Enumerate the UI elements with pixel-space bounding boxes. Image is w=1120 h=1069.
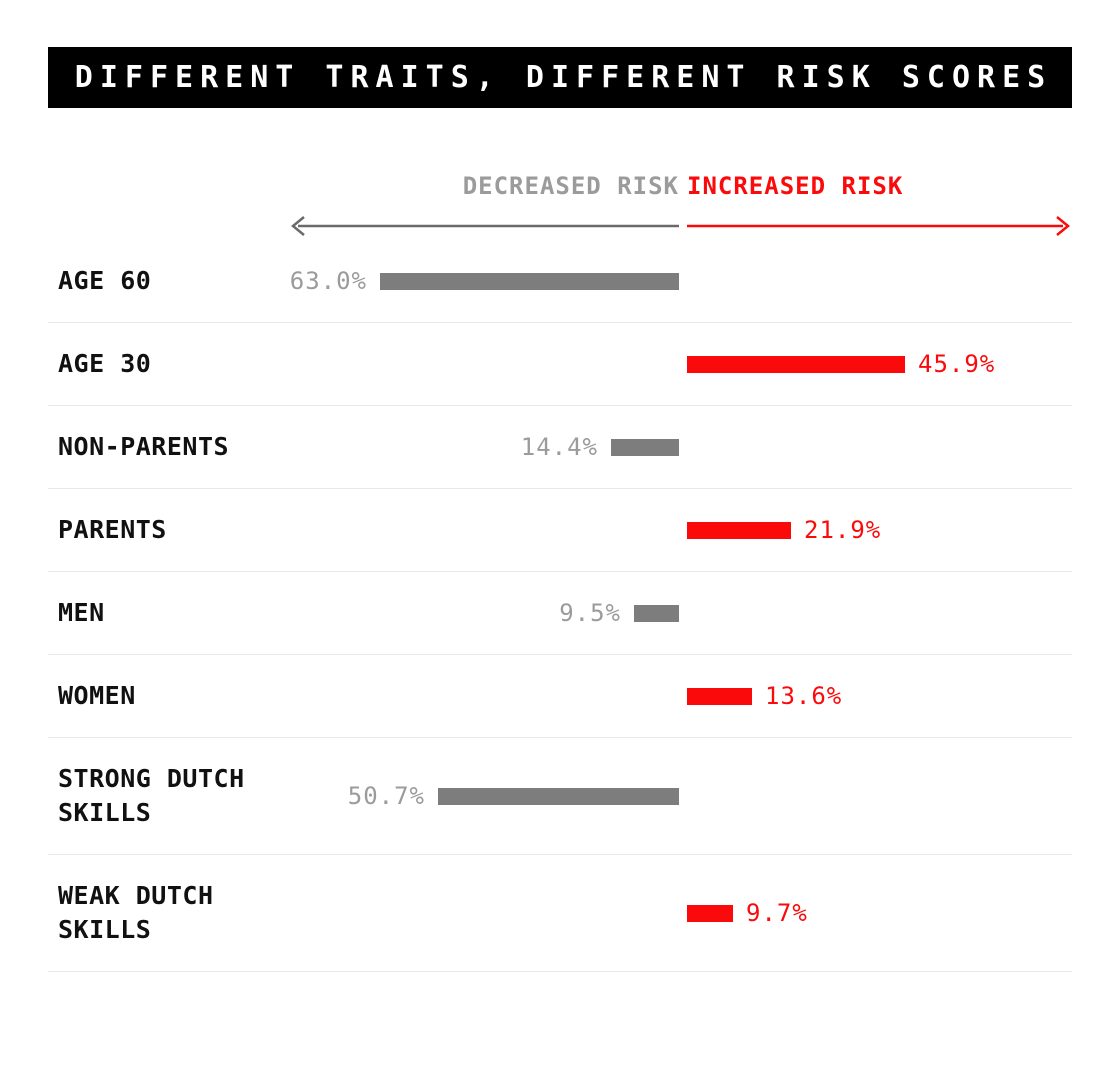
category-label: MEN <box>58 598 105 627</box>
increased-bar <box>687 687 752 705</box>
decreased-zone: 9.5% <box>278 599 679 627</box>
increased-zone: 45.9% <box>687 350 1072 378</box>
increased-value-label: 13.6% <box>765 682 843 710</box>
chart-row: AGE 60 63.0% <box>48 240 1072 323</box>
decreased-zone <box>278 522 679 539</box>
chart-row: WOMEN 13.6% <box>48 655 1072 738</box>
decreased-bar <box>380 272 679 290</box>
risk-score-infographic: DIFFERENT TRAITS, DIFFERENT RISK SCORES … <box>0 47 1120 1069</box>
decreased-bar <box>438 787 679 805</box>
increased-value-label: 45.9% <box>918 350 996 378</box>
increased-zone <box>687 273 1072 290</box>
decreased-zone <box>278 905 679 922</box>
legend-increased-label: INCREASED RISK <box>687 172 904 200</box>
increased-bar <box>687 355 905 373</box>
left-arrow-icon <box>291 216 679 236</box>
axis-legend: DECREASED RISK INCREASED RISK <box>48 172 1072 200</box>
decreased-value-label: 50.7% <box>347 782 425 810</box>
category-label: AGE 30 <box>58 349 152 378</box>
right-arrow-icon <box>687 216 1070 236</box>
increased-zone: 13.6% <box>687 682 1072 710</box>
decreased-value-label: 63.0% <box>289 267 367 295</box>
increased-zone <box>687 605 1072 622</box>
decreased-zone: 14.4% <box>278 433 679 461</box>
chart-title-bar: DIFFERENT TRAITS, DIFFERENT RISK SCORES <box>48 47 1072 108</box>
increased-zone <box>687 439 1072 456</box>
chart-row: PARENTS 21.9% <box>48 489 1072 572</box>
increased-value-label: 9.7% <box>746 899 808 927</box>
category-label: WOMEN <box>58 681 136 710</box>
category-label: STRONG DUTCH SKILLS <box>58 764 245 827</box>
chart-row: NON-PARENTS 14.4% <box>48 406 1072 489</box>
decreased-bar <box>611 438 679 456</box>
decreased-value-label: 14.4% <box>520 433 598 461</box>
category-label: AGE 60 <box>58 266 152 295</box>
decreased-bar <box>634 604 679 622</box>
legend-decreased-label: DECREASED RISK <box>462 172 679 200</box>
increased-zone <box>687 788 1072 805</box>
decreased-zone: 63.0% <box>278 267 679 295</box>
chart-rows: AGE 60 63.0% AGE 30 45.9% NON-PARENTS 14… <box>48 240 1072 972</box>
decreased-zone: 50.7% <box>278 782 679 810</box>
chart-title: DIFFERENT TRAITS, DIFFERENT RISK SCORES <box>74 60 1053 95</box>
chart-row: AGE 30 45.9% <box>48 323 1072 406</box>
chart-row: WEAK DUTCH SKILLS 9.7% <box>48 855 1072 972</box>
axis-arrows <box>48 214 1072 238</box>
decreased-axis <box>278 214 679 238</box>
decreased-value-label: 9.5% <box>559 599 621 627</box>
increased-zone: 9.7% <box>687 899 1072 927</box>
increased-zone: 21.9% <box>687 516 1072 544</box>
category-label: PARENTS <box>58 515 167 544</box>
increased-bar <box>687 904 733 922</box>
decreased-zone <box>278 688 679 705</box>
increased-axis <box>687 214 1072 238</box>
category-label: NON-PARENTS <box>58 432 230 461</box>
chart-row: STRONG DUTCH SKILLS 50.7% <box>48 738 1072 855</box>
increased-bar <box>687 521 791 539</box>
increased-value-label: 21.9% <box>804 516 882 544</box>
decreased-zone <box>278 356 679 373</box>
category-label: WEAK DUTCH SKILLS <box>58 881 214 944</box>
chart-row: MEN 9.5% <box>48 572 1072 655</box>
